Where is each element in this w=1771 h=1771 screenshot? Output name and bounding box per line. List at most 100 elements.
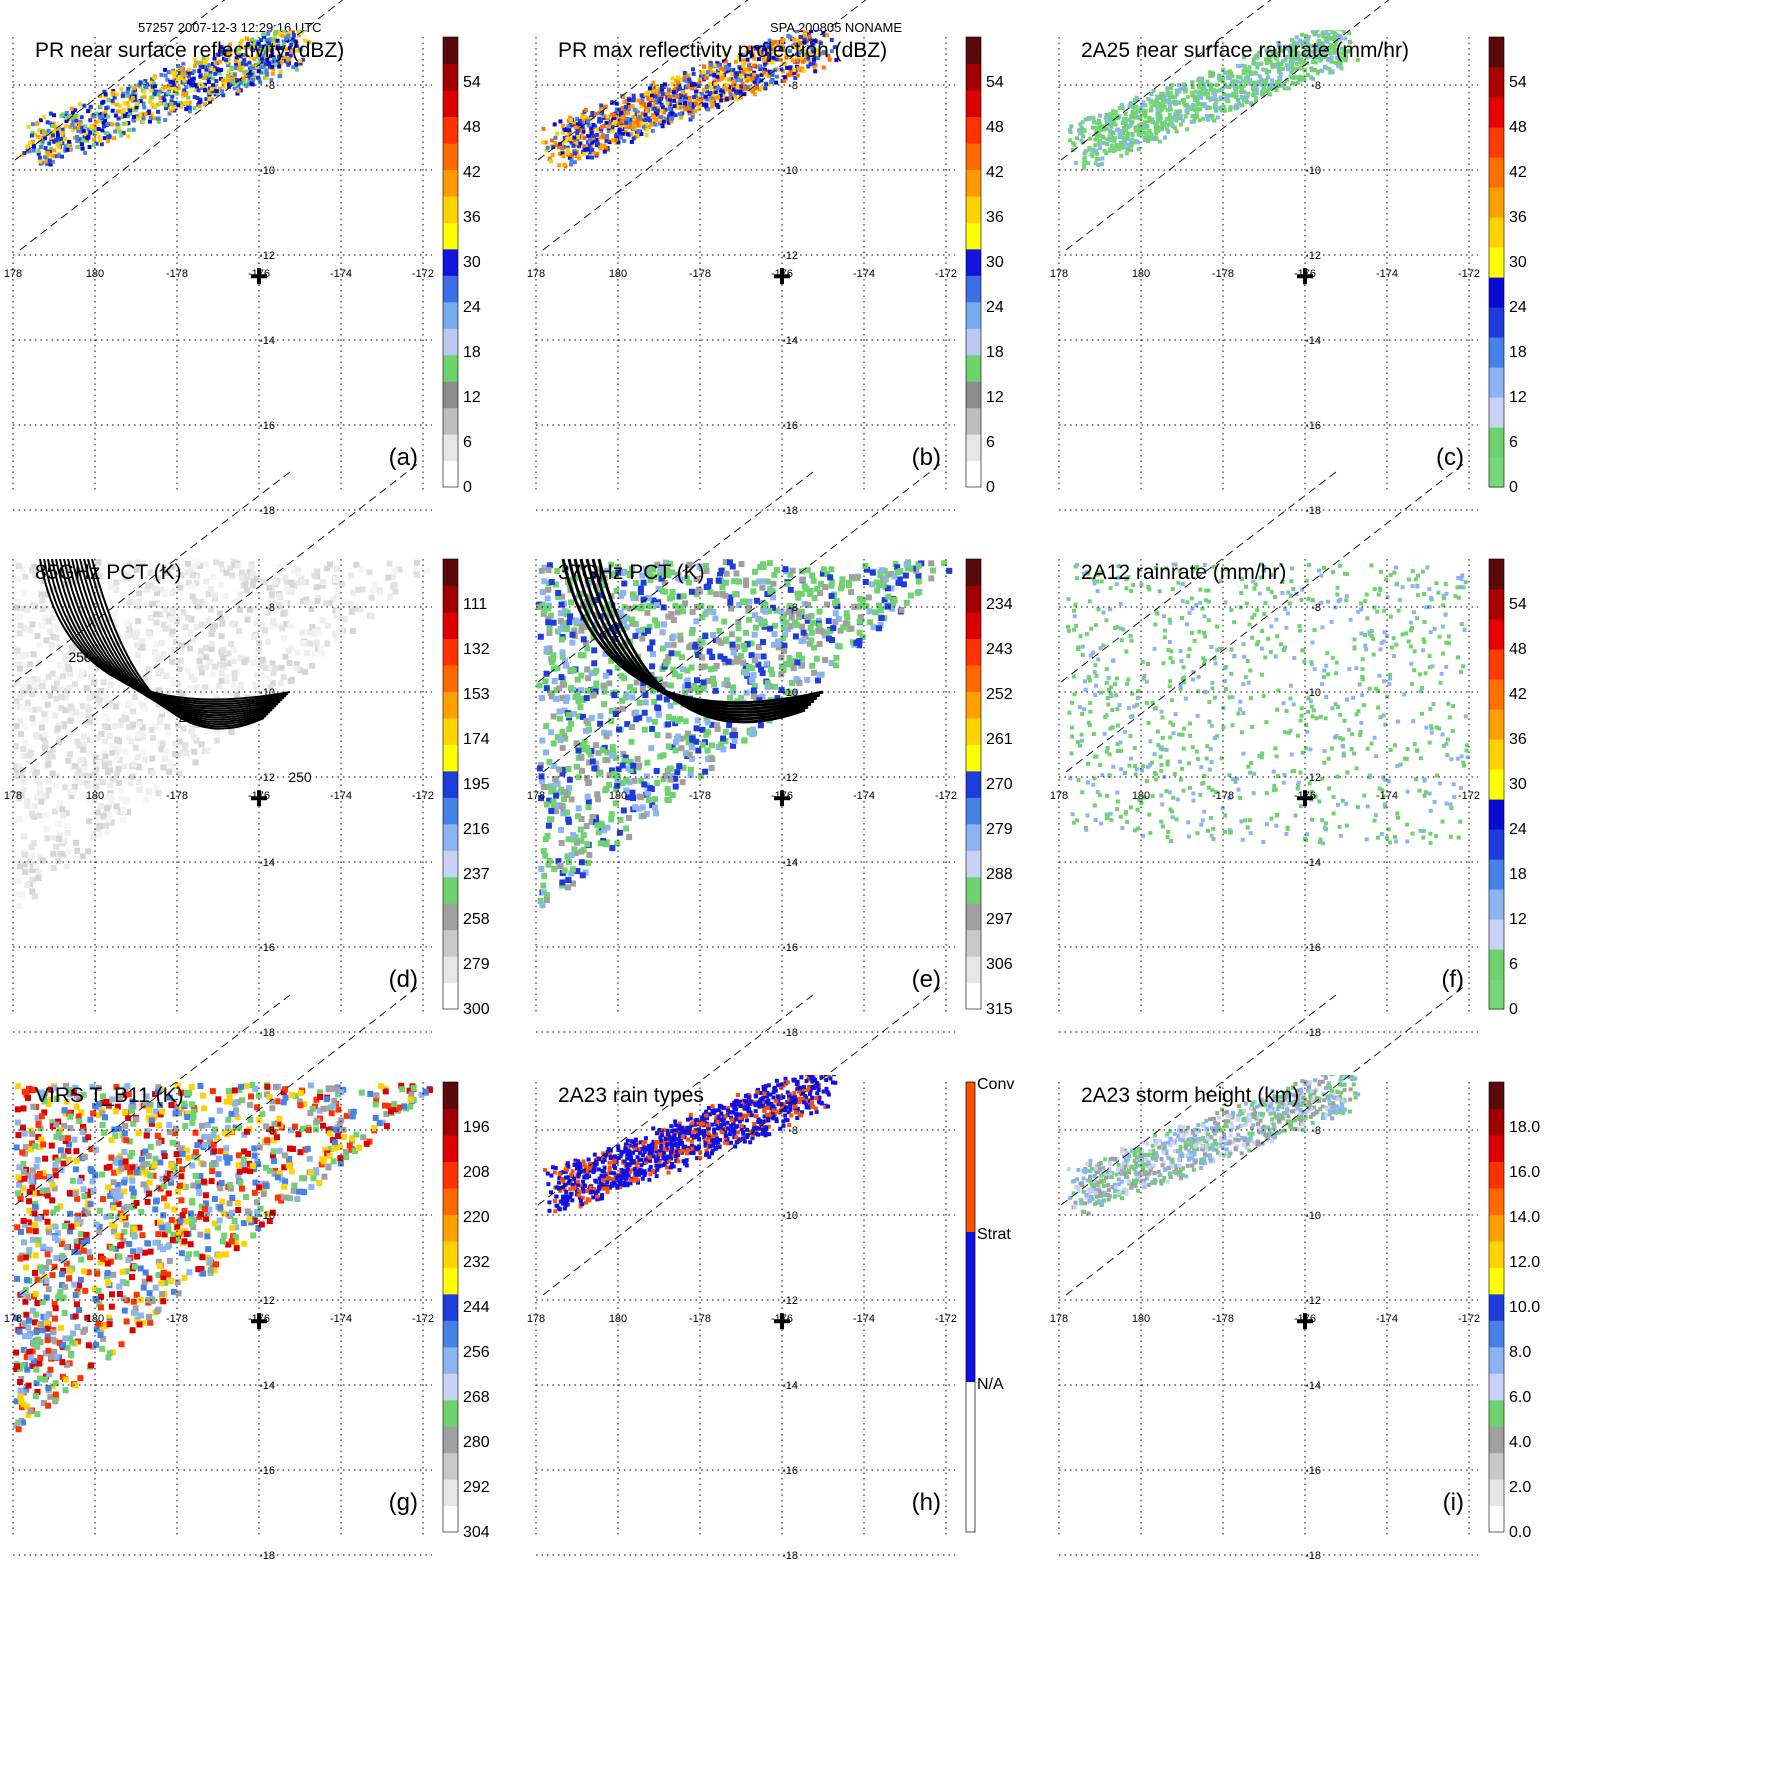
data-pixel	[219, 615, 226, 622]
data-pixel	[587, 143, 592, 148]
data-pixel	[102, 794, 109, 801]
data-pixel	[67, 147, 72, 152]
data-pixel	[31, 893, 38, 900]
colorbar-swatch	[443, 37, 458, 65]
data-pixel	[809, 38, 814, 43]
data-pixel	[1222, 108, 1227, 113]
data-pixel	[29, 621, 36, 628]
data-pixel	[49, 770, 56, 777]
data-pixel	[783, 62, 788, 67]
data-pixel	[238, 54, 243, 59]
data-pixel	[63, 144, 68, 149]
data-pixel	[270, 71, 275, 76]
data-pixel	[192, 69, 197, 74]
data-pixel	[547, 690, 554, 697]
data-pixel	[1126, 143, 1131, 148]
data-pixel	[13, 767, 20, 774]
data-pixel	[44, 159, 49, 164]
data-pixel	[647, 124, 652, 129]
data-pixel	[659, 119, 664, 124]
data-pixel	[1209, 96, 1214, 101]
data-pixel	[1328, 70, 1333, 75]
data-pixel	[56, 799, 63, 806]
data-pixel	[55, 129, 60, 134]
data-pixel	[264, 53, 269, 58]
data-pixel	[1151, 119, 1156, 124]
data-pixel	[683, 98, 688, 103]
data-pixel	[200, 83, 205, 88]
data-pixel	[1190, 107, 1195, 112]
data-pixel	[213, 737, 220, 744]
data-pixel	[738, 66, 743, 71]
data-pixel	[125, 662, 132, 669]
colorbar-tick-label: 300	[463, 1001, 490, 1018]
data-pixel	[701, 102, 706, 107]
data-pixel	[1238, 75, 1243, 80]
data-pixel	[267, 41, 272, 46]
data-pixel	[1187, 104, 1192, 109]
data-pixel	[1329, 37, 1334, 42]
data-pixel	[53, 634, 60, 641]
data-pixel	[211, 61, 216, 66]
data-pixel	[96, 592, 103, 599]
data-pixel	[283, 584, 290, 591]
data-pixel	[103, 113, 108, 118]
data-pixel	[1093, 137, 1098, 142]
data-pixel	[778, 47, 783, 52]
data-pixel	[761, 56, 766, 61]
data-pixel	[135, 618, 142, 625]
data-pixel	[198, 690, 205, 697]
data-pixel	[709, 654, 716, 661]
data-pixel	[543, 801, 550, 808]
data-pixel	[728, 631, 735, 638]
data-pixel	[575, 128, 580, 133]
data-pixel	[643, 810, 650, 817]
data-pixel	[40, 135, 45, 140]
data-pixel	[34, 633, 41, 640]
data-pixel	[242, 57, 247, 62]
data-pixel	[62, 667, 69, 674]
data-pixel	[698, 773, 705, 780]
data-pixel	[127, 84, 132, 89]
data-pixel	[1267, 48, 1272, 53]
data-pixel	[1093, 143, 1098, 148]
data-pixel	[1157, 118, 1162, 123]
data-pixel	[271, 579, 278, 586]
data-pixel	[794, 30, 799, 34]
data-pixel	[624, 721, 631, 728]
data-pixel	[724, 59, 729, 64]
data-pixel	[754, 84, 759, 89]
data-pixel	[285, 59, 290, 64]
data-pixel	[278, 69, 283, 74]
data-pixel	[652, 617, 659, 624]
data-pixel	[276, 564, 283, 571]
data-pixel	[799, 49, 804, 54]
data-pixel	[293, 661, 300, 668]
data-pixel	[1108, 138, 1113, 143]
data-pixel	[649, 639, 656, 646]
data-pixel	[1298, 60, 1303, 65]
data-pixel	[741, 64, 746, 69]
data-pixel	[55, 675, 62, 682]
data-pixel	[53, 782, 60, 789]
data-pixel	[759, 85, 764, 90]
data-pixel	[1247, 78, 1252, 83]
data-pixel	[1089, 152, 1094, 157]
data-pixel	[280, 674, 287, 681]
data-pixel	[290, 24, 294, 28]
data-pixel	[555, 131, 560, 136]
data-pixel	[1157, 126, 1162, 131]
data-pixel	[238, 60, 243, 65]
data-pixel	[1137, 128, 1142, 133]
data-pixel	[1235, 74, 1240, 79]
data-pixel	[583, 718, 590, 725]
data-pixel	[582, 144, 587, 149]
data-pixel	[250, 37, 255, 42]
data-pixel	[240, 65, 245, 70]
data-pixel	[1257, 61, 1262, 66]
data-pixel	[1145, 124, 1150, 129]
data-pixel	[695, 652, 702, 659]
data-pixel	[1134, 115, 1139, 120]
data-pixel	[1270, 64, 1275, 69]
